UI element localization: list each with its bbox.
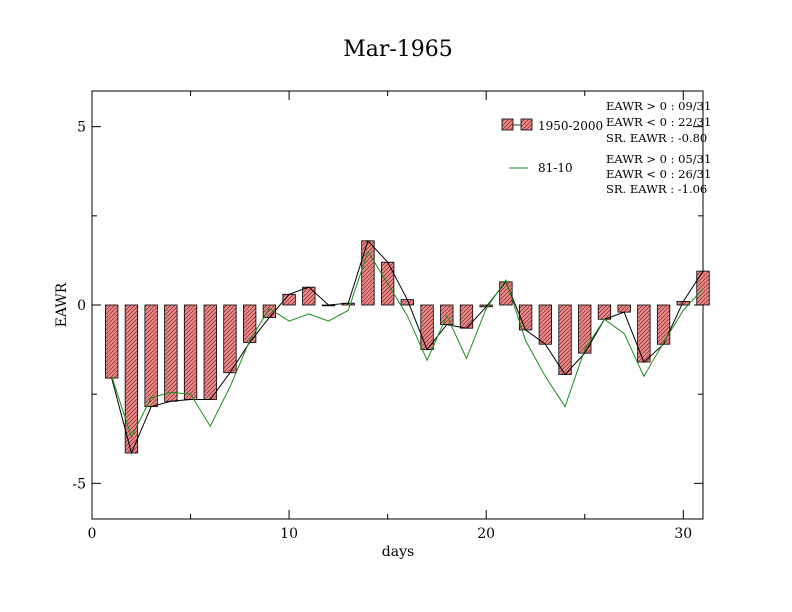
bar-day-14	[361, 240, 375, 306]
bar-day-2	[124, 304, 139, 454]
bar-day-31	[696, 270, 710, 306]
chart-title: Mar-1965	[343, 37, 453, 62]
stat-1950-positive: EAWR > 0 : 09/31	[606, 99, 711, 113]
bar-day-5	[183, 304, 198, 400]
bar-day-6	[203, 304, 217, 400]
y-tick-label: -5	[72, 476, 86, 492]
legend-swatch-bar-left	[501, 118, 514, 131]
x-tick-label: 10	[280, 526, 298, 542]
y-tick-label: 5	[77, 120, 86, 136]
bar-day-7	[223, 304, 237, 374]
axis-ticks: 0 10 20 30 5 0 -5	[72, 91, 703, 542]
y-tick-label: 0	[77, 298, 86, 314]
bar-day-27	[617, 304, 631, 313]
bar-day-28	[637, 304, 651, 363]
bar-day-19	[459, 304, 474, 329]
legend: 1950-2000 81-10 EAWR > 0 : 09/31 EAWR < …	[501, 99, 711, 196]
x-tick-label: 30	[674, 526, 692, 542]
x-tick-label: 20	[477, 526, 495, 542]
stat-8110-sr: SR. EAWR : -1.06	[606, 182, 707, 196]
stat-8110-negative: EAWR < 0 : 26/31	[606, 167, 711, 181]
legend-label-81-10: 81-10	[538, 161, 573, 175]
bar-series	[105, 240, 710, 454]
bar-day-29	[656, 304, 671, 345]
stat-1950-negative: EAWR < 0 : 22/31	[606, 115, 711, 129]
bar-day-26	[597, 304, 612, 320]
line-series	[111, 239, 704, 455]
bar-day-11	[302, 286, 316, 306]
legend-swatch-bar-right	[520, 118, 533, 131]
bar-day-4	[164, 304, 178, 402]
bar-day-3	[144, 304, 158, 408]
stat-8110-positive: EAWR > 0 : 05/31	[606, 152, 711, 166]
x-tick-label: 0	[88, 526, 97, 542]
x-axis-label: days	[382, 544, 414, 560]
bar-series-connector-line	[111, 239, 704, 455]
bar-day-23	[538, 304, 552, 345]
line-series-81-10	[111, 250, 704, 439]
stat-1950-sr: SR. EAWR : -0.80	[606, 131, 707, 145]
legend-label-1950-2000: 1950-2000	[538, 119, 603, 133]
bar-day-24	[558, 304, 572, 375]
bar-day-17	[420, 304, 434, 350]
bar-day-1	[105, 304, 119, 379]
y-axis-label: EAWR	[54, 282, 70, 327]
